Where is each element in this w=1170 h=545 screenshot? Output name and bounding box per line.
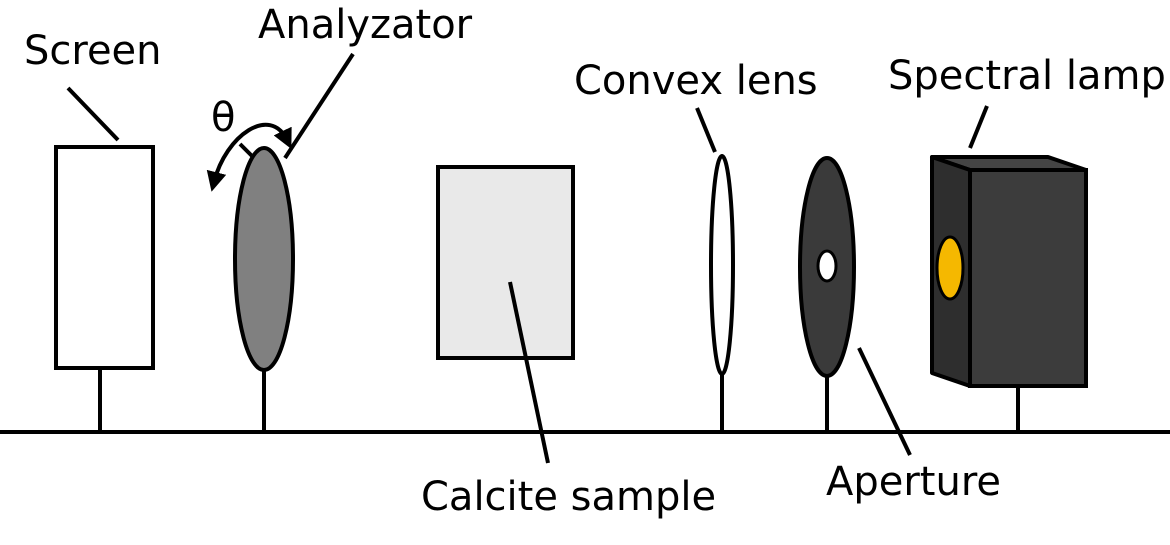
analyzator-leader-line bbox=[283, 52, 355, 160]
lamp-front-face bbox=[968, 168, 1088, 388]
lamp-window bbox=[935, 235, 965, 301]
aperture-component bbox=[798, 156, 856, 432]
calcite-sample-block bbox=[436, 165, 575, 360]
calcite-sample-label: Calcite sample bbox=[421, 474, 716, 520]
aperture-hole bbox=[816, 249, 838, 283]
convex-lens bbox=[709, 154, 735, 376]
analyzator-label: Analyzator bbox=[258, 2, 473, 48]
rotation-arrow-icon bbox=[206, 122, 292, 192]
convex-lens-component bbox=[709, 154, 735, 432]
lens-leader-line bbox=[695, 107, 717, 153]
rotation-arrow-tick bbox=[238, 142, 254, 158]
screen-leader-line bbox=[66, 86, 120, 142]
spectral-lamp-component bbox=[930, 155, 1088, 432]
convex-lens-label: Convex lens bbox=[574, 58, 818, 104]
screen-component bbox=[54, 145, 155, 432]
screen-panel bbox=[54, 145, 155, 370]
spectral-lamp-label: Spectral lamp bbox=[888, 53, 1166, 99]
lamp-leader-line bbox=[968, 105, 989, 149]
theta-label: θ bbox=[211, 95, 235, 141]
calcite-leader-line bbox=[508, 281, 550, 464]
analyzator-disc bbox=[233, 146, 295, 372]
screen-label: Screen bbox=[24, 28, 162, 74]
analyzator-component bbox=[233, 146, 295, 432]
aperture-leader-line bbox=[857, 347, 912, 456]
aperture-label: Aperture bbox=[826, 459, 1001, 505]
